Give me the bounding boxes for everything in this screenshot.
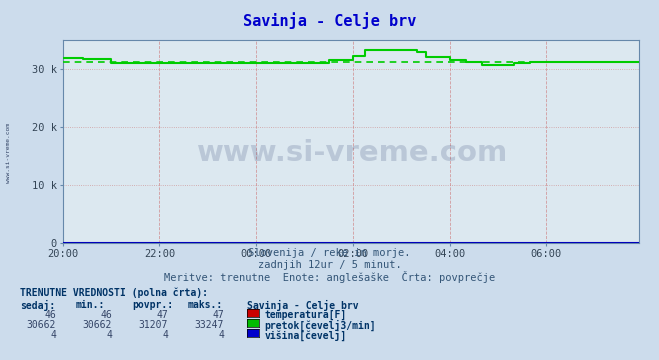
Text: 4: 4 — [162, 330, 168, 340]
Text: 4: 4 — [106, 330, 112, 340]
Text: 46: 46 — [44, 310, 56, 320]
Text: Meritve: trenutne  Enote: anglešaške  Črta: povprečje: Meritve: trenutne Enote: anglešaške Črta… — [164, 271, 495, 283]
Text: 4: 4 — [50, 330, 56, 340]
Text: Savinja - Celje brv: Savinja - Celje brv — [247, 300, 358, 311]
Text: 30662: 30662 — [82, 320, 112, 330]
Text: sedaj:: sedaj: — [20, 300, 55, 311]
Text: višina[čevelj]: višina[čevelj] — [264, 330, 347, 341]
Text: 33247: 33247 — [194, 320, 224, 330]
Text: Savinja - Celje brv: Savinja - Celje brv — [243, 13, 416, 30]
Text: pretok[čevelj3/min]: pretok[čevelj3/min] — [264, 320, 376, 331]
Text: povpr.:: povpr.: — [132, 300, 173, 310]
Text: TRENUTNE VREDNOSTI (polna črta):: TRENUTNE VREDNOSTI (polna črta): — [20, 288, 208, 298]
Text: min.:: min.: — [76, 300, 105, 310]
Text: 47: 47 — [156, 310, 168, 320]
Text: temperatura[F]: temperatura[F] — [264, 310, 347, 320]
Text: zadnjih 12ur / 5 minut.: zadnjih 12ur / 5 minut. — [258, 260, 401, 270]
Text: www.si-vreme.com: www.si-vreme.com — [6, 123, 11, 183]
Text: 46: 46 — [100, 310, 112, 320]
Text: maks.:: maks.: — [188, 300, 223, 310]
Text: www.si-vreme.com: www.si-vreme.com — [197, 139, 508, 167]
Text: Slovenija / reke in morje.: Slovenija / reke in morje. — [248, 248, 411, 258]
Text: 31207: 31207 — [138, 320, 168, 330]
Text: 47: 47 — [212, 310, 224, 320]
Text: 30662: 30662 — [26, 320, 56, 330]
Text: 4: 4 — [218, 330, 224, 340]
